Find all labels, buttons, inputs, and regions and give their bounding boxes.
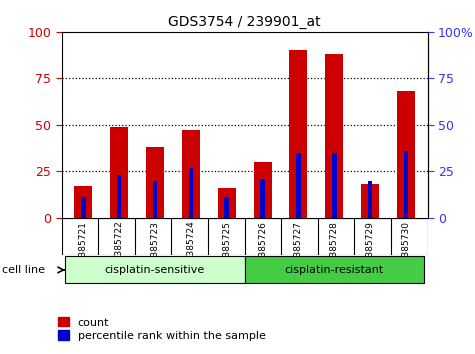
Bar (153, 181, 157, 218)
FancyBboxPatch shape (66, 256, 245, 284)
Bar (182, 130, 200, 218)
Text: GSM385727: GSM385727 (294, 221, 303, 275)
Bar (225, 197, 229, 218)
Bar (332, 153, 336, 218)
Text: GSM385726: GSM385726 (258, 221, 267, 275)
Text: cisplatin-resistant: cisplatin-resistant (285, 265, 384, 275)
Text: GSM385729: GSM385729 (366, 221, 375, 275)
Title: GDS3754 / 239901_at: GDS3754 / 239901_at (168, 16, 321, 29)
Legend: count, percentile rank within the sample: count, percentile rank within the sample (58, 317, 266, 341)
Bar (260, 179, 265, 218)
Bar (325, 54, 343, 218)
Bar (189, 167, 193, 218)
Bar (146, 147, 164, 218)
Text: GSM385728: GSM385728 (330, 221, 339, 275)
Bar (254, 162, 272, 218)
Bar (361, 184, 379, 218)
Bar (296, 153, 301, 218)
Text: GSM385723: GSM385723 (151, 221, 160, 275)
FancyBboxPatch shape (245, 256, 424, 284)
Bar (117, 175, 122, 218)
Text: GSM385730: GSM385730 (401, 221, 410, 276)
Bar (74, 186, 92, 218)
Bar (110, 127, 128, 218)
Text: cisplatin-sensitive: cisplatin-sensitive (105, 265, 205, 275)
Bar (368, 181, 372, 218)
Bar (404, 151, 408, 218)
Text: GSM385724: GSM385724 (186, 221, 195, 275)
Text: GSM385722: GSM385722 (114, 221, 124, 275)
Bar (397, 91, 415, 218)
Text: cell line: cell line (2, 265, 46, 275)
Bar (81, 197, 86, 218)
Text: GSM385721: GSM385721 (79, 221, 88, 275)
Text: GSM385725: GSM385725 (222, 221, 231, 275)
Bar (289, 50, 307, 218)
Bar (218, 188, 236, 218)
